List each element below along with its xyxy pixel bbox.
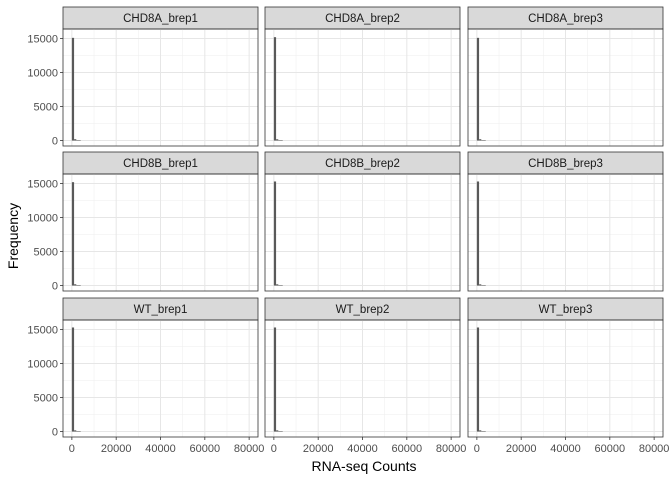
y-tick-label: 10000	[27, 68, 58, 80]
y-tick-label: 15000	[27, 179, 58, 191]
histogram-bar	[476, 181, 480, 286]
histogram-bar	[273, 37, 277, 141]
y-tick-label: 0	[52, 136, 58, 148]
x-tick-label: 80000	[234, 443, 265, 455]
facet-WT_brep1: WT_brep1 0 5000 10000 15000 0 20000 40000 60000 8…	[27, 297, 265, 455]
histogram-bar	[273, 181, 277, 286]
facet-strip-label: CHD8A_brep1	[123, 13, 198, 25]
panel-border	[62, 173, 259, 292]
panel-border	[62, 28, 259, 147]
facet-strip-label: CHD8A_brep2	[325, 13, 400, 25]
y-tick-label: 5000	[34, 393, 58, 405]
histogram-bar	[71, 327, 75, 432]
x-tick-label: 60000	[595, 443, 626, 455]
histogram-bar	[280, 431, 283, 432]
histogram-bar	[278, 431, 281, 432]
facet-strip-label: WT_brep3	[539, 304, 593, 316]
y-axis-title: Frequency	[5, 203, 21, 269]
y-tick-label: 0	[52, 427, 58, 439]
panel-border	[264, 173, 461, 292]
histogram-bar	[479, 139, 482, 141]
histogram-bar	[71, 182, 75, 286]
histogram-bar	[481, 431, 484, 432]
x-axis-title: RNA-seq Counts	[311, 458, 416, 474]
histogram-bar	[71, 37, 75, 141]
facet-CHD8B_brep3: CHD8B_brep3	[467, 151, 664, 292]
x-tick-label: 80000	[436, 443, 467, 455]
histogram-bar	[276, 430, 279, 432]
x-tick-label: 20000	[101, 443, 132, 455]
facet-strip-label: CHD8A_brep3	[528, 13, 603, 25]
histogram-bar	[481, 285, 484, 286]
y-tick-label: 15000	[27, 34, 58, 46]
x-tick-label: 40000	[347, 443, 378, 455]
panel-border	[467, 173, 664, 292]
x-tick-label: 0	[69, 443, 75, 455]
x-tick-label: 60000	[190, 443, 221, 455]
histogram-bar	[78, 140, 81, 141]
panel-border	[467, 28, 664, 147]
x-tick-label: 20000	[303, 443, 334, 455]
histogram-bar	[76, 140, 79, 141]
histogram-bar	[481, 140, 484, 141]
histogram-bar	[74, 430, 77, 432]
histogram-bar	[276, 284, 279, 286]
histogram-bar	[476, 327, 480, 432]
y-tick-label: 0	[52, 281, 58, 293]
histogram-bar	[483, 140, 486, 141]
histogram-bar	[76, 431, 79, 432]
x-tick-label: 0	[474, 443, 480, 455]
facet-strip-label: CHD8B_brep1	[123, 158, 198, 170]
facet-panels: CHD8A_brep1 0 5000 10000 15000 CHD8A_brep2 CHD…	[27, 6, 670, 455]
x-tick-label: 0	[271, 443, 277, 455]
x-tick-label: 40000	[145, 443, 176, 455]
panel-border	[264, 28, 461, 147]
histogram-bar	[76, 285, 79, 286]
y-tick-label: 5000	[34, 102, 58, 114]
facet-WT_brep2: WT_brep2 0 20000 40000 60000 80000	[264, 297, 467, 455]
histogram-bar	[78, 285, 81, 286]
y-tick-label: 10000	[27, 213, 58, 225]
facet-CHD8B_brep2: CHD8B_brep2	[264, 151, 461, 292]
histogram-bar	[276, 139, 279, 141]
histogram-bar	[78, 431, 81, 432]
facet-strip-label: CHD8B_brep2	[325, 158, 400, 170]
facet-strip-label: CHD8B_brep3	[528, 158, 603, 170]
facet-strip-label: WT_brep2	[336, 304, 390, 316]
histogram-bar	[483, 431, 486, 432]
x-tick-label: 80000	[639, 443, 670, 455]
facet-CHD8A_brep2: CHD8A_brep2	[264, 6, 461, 147]
histogram-bar	[476, 37, 480, 141]
y-tick-label: 5000	[34, 247, 58, 259]
x-tick-label: 60000	[392, 443, 423, 455]
histogram-bar	[278, 140, 281, 141]
y-tick-label: 10000	[27, 359, 58, 371]
facet-strip-label: WT_brep1	[134, 304, 188, 316]
y-tick-label: 15000	[27, 325, 58, 337]
facet-CHD8B_brep1: CHD8B_brep1 0 5000 10000 15000	[27, 151, 259, 293]
facet-CHD8A_brep1: CHD8A_brep1 0 5000 10000 15000	[27, 6, 259, 148]
histogram-bar	[74, 139, 77, 141]
histogram-bar	[278, 285, 281, 286]
histogram-bar	[280, 140, 283, 141]
histogram-bar	[479, 430, 482, 432]
histogram-bar	[483, 285, 486, 286]
histogram-bar	[479, 284, 482, 286]
facet-WT_brep3: WT_brep3 0 20000 40000 60000 80000	[467, 297, 670, 455]
x-tick-label: 20000	[506, 443, 537, 455]
facet-CHD8A_brep3: CHD8A_brep3	[467, 6, 664, 147]
x-tick-label: 40000	[550, 443, 581, 455]
histogram-bar	[273, 327, 277, 432]
histogram-bar	[74, 284, 77, 286]
histogram-bar	[280, 285, 283, 286]
